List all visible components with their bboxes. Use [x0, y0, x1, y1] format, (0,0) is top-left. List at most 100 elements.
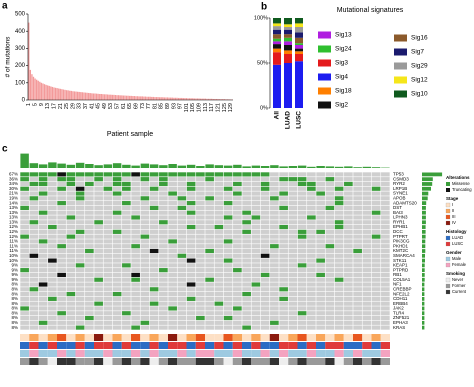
oncoprint-cell: [20, 311, 29, 316]
oncoprint-cell: [85, 205, 94, 211]
clinical-cell: [121, 334, 131, 341]
clinical-cell: [158, 350, 168, 357]
clinical-cell: [47, 358, 57, 365]
oncoprint-cell: [94, 191, 103, 196]
oncoprint-cell: [85, 215, 94, 220]
oncoprint-cell: [288, 320, 298, 325]
oncoprint-cell: [353, 320, 362, 325]
legend-swatch: [445, 289, 451, 295]
oncoprint-cell: [242, 253, 251, 258]
oncoprint-cell: [186, 191, 196, 196]
oncoprint-cell: [371, 239, 381, 244]
oncoprint-cell: [233, 320, 242, 325]
oncoprint-cell: [223, 239, 233, 244]
oncoprint-cell: [279, 186, 288, 191]
oncoprint-cell: [205, 215, 214, 220]
oncoprint-cell: [149, 201, 159, 206]
oncoprint-cell: [196, 301, 205, 306]
oncoprint-cell: [242, 244, 251, 249]
oncoprint-cell: [371, 272, 381, 278]
oncoprint-cell: [159, 287, 168, 292]
oncoprint-cell: [112, 177, 122, 182]
gene-frequency-bar: [422, 172, 443, 177]
oncoprint-cell: [279, 282, 288, 287]
oncoprint-cell: [214, 234, 224, 239]
oncoprint-cell: [316, 205, 325, 211]
clinical-cell: [186, 334, 196, 341]
oncoprint-cell: [362, 215, 372, 220]
oncoprint-cell: [48, 325, 57, 330]
bar: [144, 96, 147, 100]
oncoprint-cell: [297, 186, 307, 191]
oncoprint-cell: [344, 196, 353, 201]
oncoprint-cell: [85, 263, 94, 268]
gene-frequency-bar: [422, 316, 425, 320]
oncoprint-cell: [66, 325, 76, 330]
oncoprint-cell: [362, 296, 372, 301]
oncoprint-cell: [371, 268, 381, 273]
oncoprint-cell: [168, 229, 177, 234]
oncoprint-cell: [316, 172, 325, 177]
gene-frequency: 11%: [9, 239, 18, 244]
oncoprint-cell: [85, 229, 94, 234]
sample-count-bar: [94, 165, 103, 168]
oncoprint-cell: [316, 220, 325, 225]
gene-frequency-bar: [422, 191, 429, 196]
legend-swatch: [394, 76, 407, 84]
clinical-cell: [316, 334, 326, 341]
oncoprint-cell: [242, 201, 251, 206]
oncoprint-cell: [279, 253, 288, 258]
clinical-cell: [325, 342, 335, 349]
oncoprint-cell: [85, 277, 94, 282]
oncoprint-cell: [362, 315, 372, 321]
oncoprint-cell: [316, 181, 325, 187]
bar-segment: [284, 45, 292, 51]
oncoprint-cell: [297, 239, 307, 244]
oncoprint-cell: [297, 296, 307, 301]
oncoprint-cell: [279, 268, 288, 273]
oncoprint-cell: [29, 296, 39, 301]
gene-name: KEAP1: [393, 263, 408, 268]
oncoprint-cell: [186, 172, 196, 177]
oncoprint-cell: [122, 291, 131, 297]
oncoprint-cell: [242, 325, 251, 330]
oncoprint-cell: [242, 282, 251, 287]
oncoprint-cell: [140, 320, 150, 325]
oncoprint-cell: [233, 263, 242, 268]
oncoprint-cell: [168, 239, 177, 244]
oncoprint-cell: [48, 210, 57, 215]
oncoprint-cell: [85, 234, 94, 239]
oncoprint-cell: [307, 220, 316, 225]
bar-segment: [295, 37, 303, 44]
bar: [220, 99, 222, 100]
oncoprint-cell: [85, 186, 94, 191]
legend-swatch: [394, 48, 407, 56]
oncoprint-cell: [307, 301, 316, 306]
clinical-cell: [29, 358, 39, 365]
oncoprint-cell: [307, 244, 316, 249]
oncoprint-cell: [66, 253, 76, 258]
oncoprint-cell: [94, 186, 103, 191]
x-tick-label: 73: [140, 103, 146, 109]
oncoprint-cell: [122, 301, 131, 306]
legend-title: Stage: [446, 196, 459, 201]
oncoprint-cell: [205, 177, 214, 182]
clinical-cell: [205, 350, 215, 357]
bar: [176, 97, 178, 100]
oncoprint-cell: [362, 205, 372, 211]
bar: [64, 89, 66, 100]
oncoprint-cell: [288, 181, 298, 187]
oncoprint-cell: [131, 244, 140, 249]
oncoprint-cell: [196, 234, 205, 239]
sample-count-bar: [196, 166, 205, 168]
oncoprint-cell: [29, 258, 39, 263]
oncoprint-cell: [381, 181, 390, 187]
oncoprint-cell: [297, 177, 307, 182]
oncoprint-cell: [20, 239, 29, 244]
clinical-cell: [288, 334, 298, 341]
legend-title: Smoking: [446, 271, 465, 276]
oncoprint-cell: [75, 306, 85, 311]
oncoprint-cell: [371, 277, 381, 282]
oncoprint-cell: [270, 263, 279, 268]
oncoprint-cell: [38, 311, 48, 316]
